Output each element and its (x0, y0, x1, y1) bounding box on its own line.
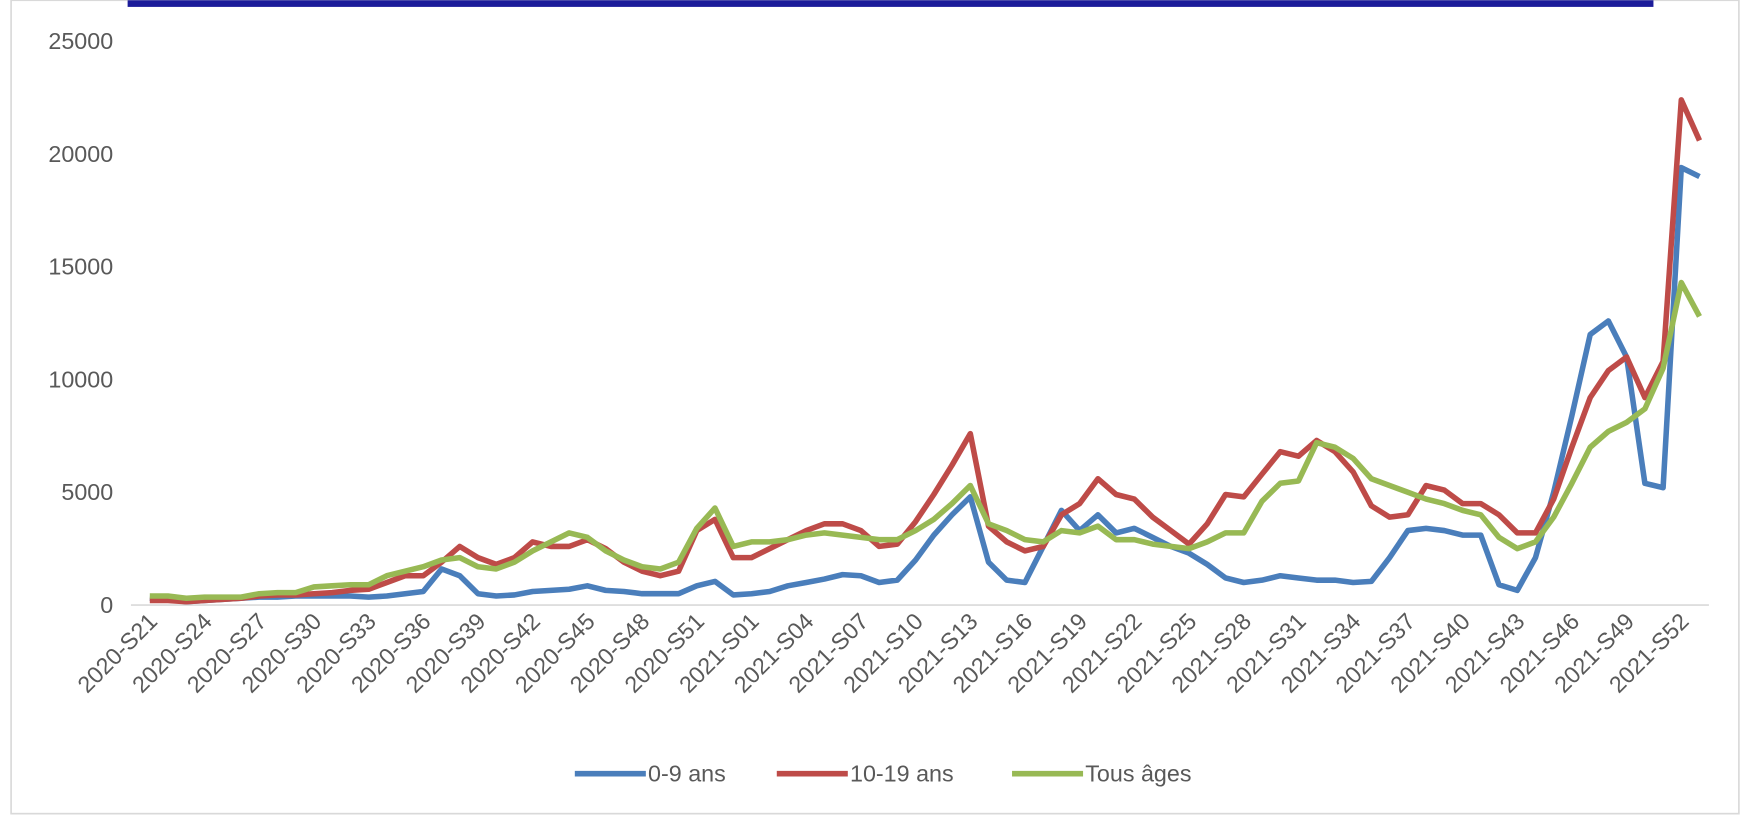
y-tick-label: 5000 (61, 479, 113, 505)
plot-area: 05000100001500020000250002020-S212020-S2… (48, 28, 1709, 786)
header-bar (127, 0, 1654, 7)
legend-label: 0-9 ans (648, 760, 726, 786)
series-line (149, 97, 1703, 605)
series-line (149, 164, 1701, 605)
y-tick-label: 25000 (48, 28, 113, 54)
y-tick-label: 10000 (48, 366, 113, 392)
y-tick-label: 0 (100, 592, 113, 618)
legend-label: Tous âges (1085, 760, 1191, 786)
y-tick-label: 20000 (48, 141, 113, 167)
legend-label: 10-19 ans (850, 760, 954, 786)
series-line (149, 279, 1702, 602)
y-tick-label: 15000 (48, 254, 113, 280)
chart-frame (10, 0, 1740, 815)
